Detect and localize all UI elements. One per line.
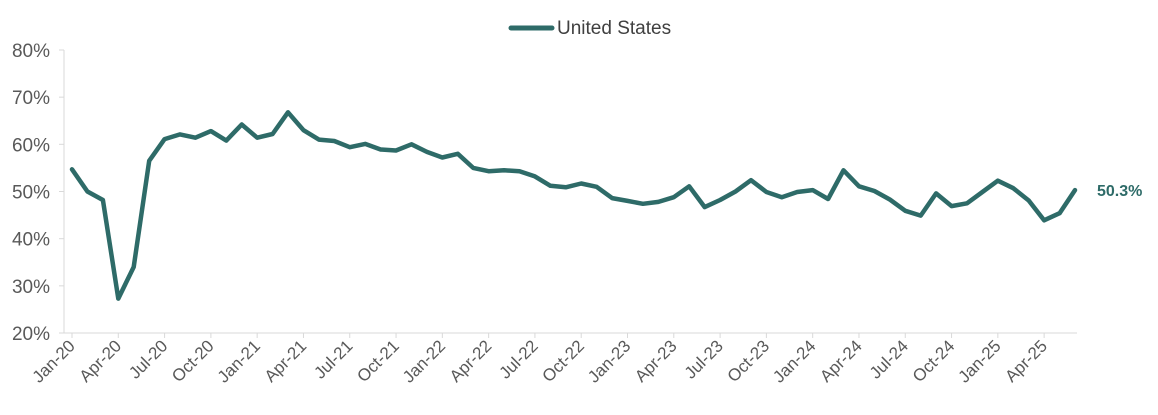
x-tick-label: Oct-24 [909,336,959,386]
x-tick-label: Apr-22 [446,336,496,386]
x-tick-label: Oct-23 [724,336,774,386]
x-tick-label: Jan-22 [399,336,449,386]
x-tick-label: Apr-23 [631,336,681,386]
x-tick-label: Jul-21 [310,336,356,382]
x-tick-label: Apr-25 [1001,336,1051,386]
x-tick-label: Oct-21 [353,336,403,386]
y-tick-label: 50% [12,183,50,204]
x-tick-label: Jan-21 [214,336,264,386]
y-tick-label: 80% [12,41,50,62]
plot-area [69,110,1078,301]
x-tick-label: Jul-23 [681,336,727,382]
x-tick-label: Apr-20 [76,336,126,386]
series-line-united-states [69,110,1078,301]
y-tick-label: 40% [12,230,50,251]
x-tick-label: Jan-24 [769,336,819,386]
end-value-label: 50.3% [1097,183,1142,200]
x-tick-label: Apr-21 [261,336,311,386]
x-tick-label: Jan-23 [584,336,634,386]
legend-label-united-states: United States [557,18,671,39]
x-tick-label: Jul-22 [496,336,542,382]
x-tick-label: Oct-22 [539,336,589,386]
y-tick-label: 20% [12,324,50,345]
legend: United States [508,18,671,39]
x-tick-label: Oct-20 [168,336,218,386]
y-tick-label: 30% [12,277,50,298]
y-tick-label: 60% [12,135,50,156]
y-axis: 80% 70% 60% 50% 40% 30% 20% [12,41,65,345]
x-tick-label: Jul-24 [866,336,912,382]
x-tick-label: Apr-24 [816,336,866,386]
y-tick-label: 70% [12,88,50,109]
x-tick-label: Jul-20 [125,336,171,382]
x-tick-label: Jan-25 [954,336,1004,386]
